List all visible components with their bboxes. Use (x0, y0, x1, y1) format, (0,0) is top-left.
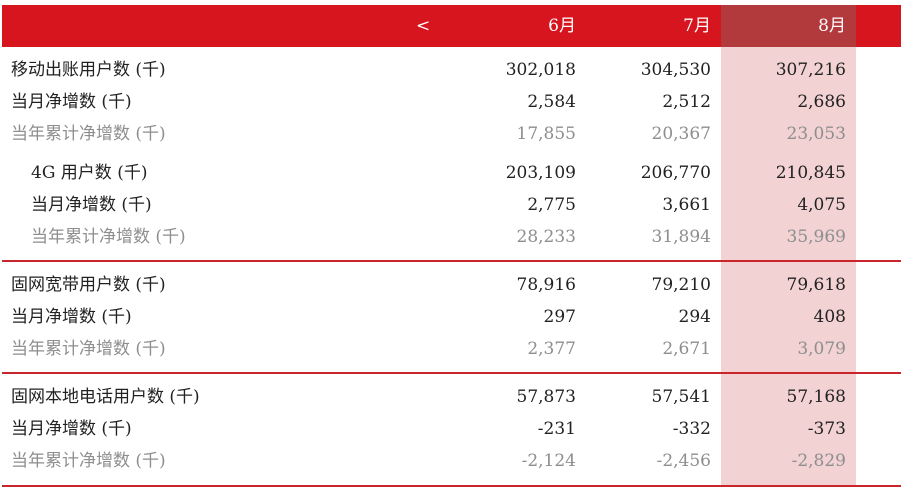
value-june: 297 (543, 307, 576, 327)
row-label: 当年累计净增数 (千) (11, 451, 166, 471)
selected-month-header-highlight (721, 5, 856, 47)
row-label: 当年累计净增数 (千) (11, 124, 166, 144)
value-august: 408 (813, 307, 846, 327)
value-june: -231 (537, 419, 576, 439)
value-july: 2,512 (662, 92, 711, 112)
row-label: 当月净增数 (千) (11, 307, 132, 327)
value-august: 79,618 (786, 275, 846, 295)
value-june: -2,124 (521, 451, 576, 471)
row-label: 当月净增数 (千) (11, 419, 132, 439)
row-label: 当年累计净增数 (千) (11, 339, 166, 359)
value-june: 2,584 (527, 92, 576, 112)
value-august: 307,216 (775, 60, 846, 80)
row-label: 当月净增数 (千) (31, 195, 152, 215)
value-july: 304,530 (640, 60, 711, 80)
month-header-july: 7月 (683, 16, 711, 36)
row-label: 4G 用户数 (千) (31, 163, 148, 183)
value-august: 2,686 (797, 92, 846, 112)
value-july: 294 (678, 307, 711, 327)
value-august: -2,829 (791, 451, 846, 471)
row-label: 移动出账用户数 (千) (11, 60, 166, 80)
value-june: 2,377 (527, 339, 576, 359)
previous-months-button[interactable]: < (416, 16, 431, 36)
value-august: 57,168 (786, 387, 846, 407)
value-august: 23,053 (786, 124, 846, 144)
value-june: 78,916 (516, 275, 576, 295)
table-row: 当年累计净增数 (千) 2,377 2,671 3,079 (0, 334, 903, 364)
value-june: 28,233 (516, 227, 576, 247)
section-divider (2, 260, 901, 262)
row-label: 固网本地电话用户数 (千) (11, 387, 200, 407)
value-july: 57,541 (651, 387, 711, 407)
value-july: 206,770 (640, 163, 711, 183)
month-header-august[interactable]: 8月 (818, 16, 846, 36)
table-header: < 6月 7月 8月 (2, 5, 901, 47)
value-july: 2,671 (662, 339, 711, 359)
section-divider (2, 372, 901, 374)
value-june: 17,855 (516, 124, 576, 144)
table-row: 固网宽带用户数 (千) 78,916 79,210 79,618 (0, 270, 903, 300)
value-july: -2,456 (656, 451, 711, 471)
value-july: 31,894 (651, 227, 711, 247)
table-row: 移动出账用户数 (千) 302,018 304,530 307,216 (0, 55, 903, 85)
month-header-june: 6月 (548, 16, 576, 36)
row-label: 固网宽带用户数 (千) (11, 275, 166, 295)
value-august: 35,969 (786, 227, 846, 247)
table-row: 当月净增数 (千) 2,775 3,661 4,075 (0, 190, 903, 220)
value-july: 20,367 (651, 124, 711, 144)
section-divider (2, 485, 901, 487)
value-june: 203,109 (505, 163, 576, 183)
value-june: 57,873 (516, 387, 576, 407)
table-row: 当月净增数 (千) 297 294 408 (0, 302, 903, 332)
table-row: 当年累计净增数 (千) 17,855 20,367 23,053 (0, 119, 903, 149)
table-row: 4G 用户数 (千) 203,109 206,770 210,845 (0, 158, 903, 188)
value-august: 4,075 (797, 195, 846, 215)
selected-month-column-highlight (721, 5, 856, 487)
row-label: 当年累计净增数 (千) (31, 227, 186, 247)
table-row: 当年累计净增数 (千) -2,124 -2,456 -2,829 (0, 446, 903, 476)
value-august: 210,845 (775, 163, 846, 183)
row-label: 当月净增数 (千) (11, 92, 132, 112)
value-june: 2,775 (527, 195, 576, 215)
value-august: -373 (807, 419, 846, 439)
value-july: 79,210 (651, 275, 711, 295)
value-july: 3,661 (662, 195, 711, 215)
table-row: 当月净增数 (千) -231 -332 -373 (0, 414, 903, 444)
table-row: 当月净增数 (千) 2,584 2,512 2,686 (0, 87, 903, 117)
value-august: 3,079 (797, 339, 846, 359)
value-june: 302,018 (505, 60, 576, 80)
table-row: 固网本地电话用户数 (千) 57,873 57,541 57,168 (0, 382, 903, 412)
table-row: 当年累计净增数 (千) 28,233 31,894 35,969 (0, 222, 903, 252)
value-july: -332 (672, 419, 711, 439)
